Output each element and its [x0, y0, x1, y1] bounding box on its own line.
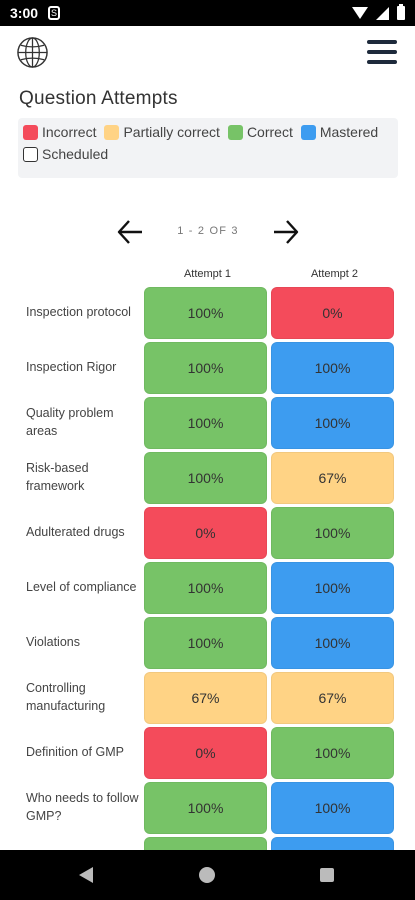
- row-label: Inspection Rigor: [26, 360, 117, 374]
- menu-bar: [367, 60, 397, 64]
- attempt-cell[interactable]: 67%: [271, 452, 394, 504]
- legend-label: Incorrect: [42, 124, 97, 140]
- legend-swatch: [300, 124, 316, 140]
- row-label: Adulterated drugs: [26, 525, 125, 539]
- attempts-grid: Inspection protocol 100% 0% Inspection Rigo…: [0, 286, 415, 891]
- attempt-cell[interactable]: 0%: [144, 727, 267, 779]
- page-title: Question Attempts: [19, 88, 178, 109]
- legend-swatch: [23, 124, 38, 140]
- attempt-cell[interactable]: 100%: [271, 342, 394, 394]
- table-row: Controlling manufacturing 67% 67%: [0, 671, 415, 726]
- attempt-cell[interactable]: 100%: [271, 617, 394, 669]
- table-row: Quality problem areas 100% 100%: [0, 396, 415, 451]
- attempt-cell[interactable]: 100%: [144, 782, 267, 834]
- row-label: Level of compliance: [26, 580, 137, 594]
- status-time: 3:00: [10, 5, 39, 21]
- attempt-cell[interactable]: 0%: [144, 507, 267, 559]
- table-row: Inspection Rigor 100% 100%: [0, 341, 415, 396]
- status-indicators: [352, 4, 405, 20]
- app-header: [0, 26, 415, 78]
- legend: Incorrect Partially correct Correct Mastere…: [18, 118, 398, 178]
- legend-item: Correct: [227, 123, 293, 141]
- legend-item: Mastered: [300, 123, 379, 141]
- globe-icon[interactable]: [16, 36, 49, 69]
- table-row: Definition of GMP 0% 100%: [0, 726, 415, 781]
- table-row: Level of compliance 100% 100%: [0, 561, 415, 616]
- attempt-cell[interactable]: 100%: [144, 397, 267, 449]
- attempt-cell[interactable]: 100%: [271, 562, 394, 614]
- legend-label: Partially correct: [123, 124, 220, 140]
- hamburger-menu-icon[interactable]: [367, 40, 397, 64]
- attempt-cell[interactable]: 100%: [144, 287, 267, 339]
- attempt-cell[interactable]: 100%: [271, 507, 394, 559]
- attempt-cell[interactable]: 100%: [144, 342, 267, 394]
- table-row: Who needs to follow GMP? 100% 100%: [0, 781, 415, 836]
- pager: 1 - 2 OF 3: [0, 215, 415, 249]
- legend-item: Incorrect: [23, 123, 96, 141]
- back-icon[interactable]: [79, 867, 93, 883]
- recents-icon[interactable]: [320, 868, 334, 882]
- battery-icon: [397, 4, 405, 20]
- attempt-cell[interactable]: 100%: [144, 617, 267, 669]
- table-row: Risk-based framework 100% 67%: [0, 451, 415, 506]
- attempt-cell[interactable]: 100%: [271, 397, 394, 449]
- status-bar: 3:00 S: [0, 0, 415, 26]
- legend-swatch: [227, 124, 243, 140]
- column-header-attempt-2: Attempt 2: [310, 268, 359, 280]
- column-header-attempt-1: Attempt 1: [183, 268, 232, 280]
- attempt-cell[interactable]: 67%: [144, 672, 267, 724]
- menu-bar: [367, 50, 397, 54]
- row-label: Who needs to follow GMP?: [26, 791, 139, 823]
- legend-item: Scheduled: [23, 145, 108, 163]
- wifi-icon: [352, 7, 368, 19]
- home-icon[interactable]: [199, 867, 215, 883]
- attempt-cell[interactable]: 100%: [144, 452, 267, 504]
- row-label: Violations: [26, 635, 80, 649]
- menu-bar: [367, 40, 397, 44]
- attempt-cell[interactable]: 67%: [271, 672, 394, 724]
- attempt-cell[interactable]: 0%: [271, 287, 394, 339]
- legend-label: Mastered: [319, 124, 379, 140]
- table-row: Inspection protocol 100% 0%: [0, 286, 415, 341]
- legend-label: Scheduled: [42, 146, 109, 162]
- row-label: Quality problem areas: [26, 406, 114, 438]
- attempt-cell[interactable]: 100%: [271, 782, 394, 834]
- legend-swatch: [104, 124, 120, 140]
- row-label: Inspection protocol: [26, 305, 131, 319]
- android-nav-bar: [0, 850, 415, 900]
- pager-range: 1 - 2 OF 3: [177, 225, 239, 237]
- cell-signal-icon: [376, 6, 389, 20]
- row-label: Controlling manufacturing: [26, 681, 106, 713]
- table-row: Adulterated drugs 0% 100%: [0, 506, 415, 561]
- legend-swatch: [23, 146, 38, 162]
- table-row: Violations 100% 100%: [0, 616, 415, 671]
- attempt-cell[interactable]: 100%: [144, 562, 267, 614]
- row-label: Risk-based framework: [26, 461, 89, 493]
- legend-item: Partially correct: [104, 123, 220, 141]
- legend-label: Correct: [246, 124, 293, 140]
- notification-icon: S: [48, 6, 61, 20]
- previous-arrow-icon[interactable]: [116, 217, 144, 247]
- row-label: Definition of GMP: [26, 745, 124, 759]
- attempt-cell[interactable]: 100%: [271, 727, 394, 779]
- next-arrow-icon[interactable]: [272, 217, 300, 247]
